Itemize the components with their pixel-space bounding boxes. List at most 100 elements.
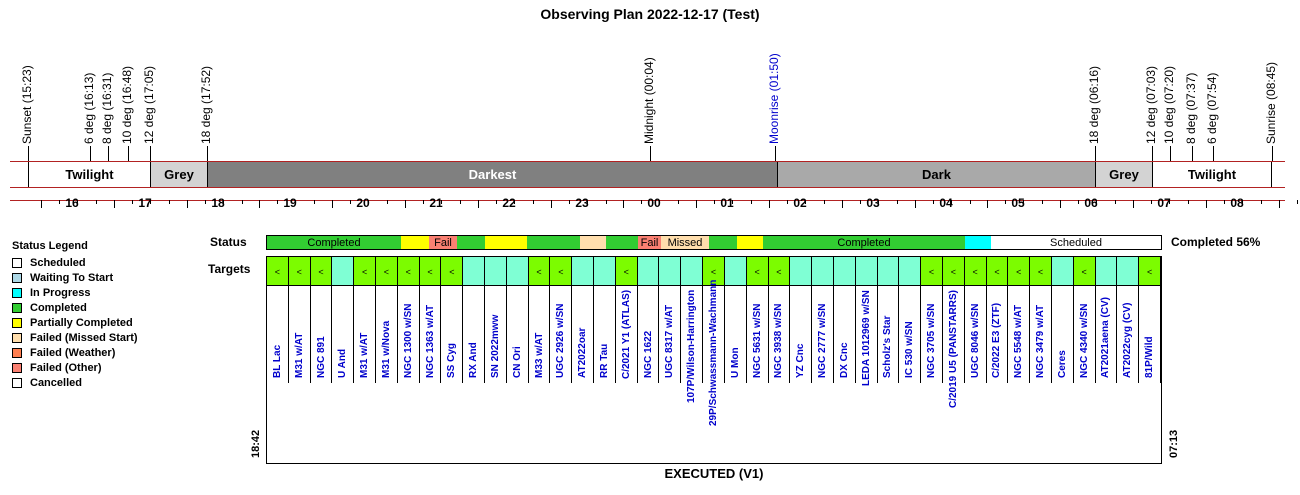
- hour-minor-tick: [205, 200, 206, 204]
- target-status-cell: <: [1008, 257, 1031, 285]
- target-status-cell: [332, 257, 355, 285]
- target-column: [485, 286, 507, 383]
- hour-minor-tick: [933, 200, 934, 204]
- event-label: Midnight (00:04): [642, 57, 656, 144]
- hour-tick: [551, 200, 552, 208]
- target-name[interactable]: AT2022oar: [577, 327, 589, 378]
- target-name[interactable]: BL Lac: [271, 344, 283, 378]
- status-bar: Completed Fail Fail Missed Completed Schedule…: [266, 235, 1162, 250]
- target-status-cell: [463, 257, 486, 285]
- hour-minor-tick: [460, 200, 461, 204]
- target-name[interactable]: CN Ori: [511, 346, 523, 378]
- target-name[interactable]: YZ Cnc: [795, 343, 807, 378]
- target-name[interactable]: U Mon: [729, 347, 741, 378]
- hour-minor-tick: [314, 200, 315, 204]
- target-name[interactable]: NGC 2777 w/SN: [817, 303, 829, 378]
- event-label: Sunset (15:23): [20, 65, 34, 144]
- hour-minor-tick: [678, 200, 679, 204]
- target-name[interactable]: NGC 1363 w/AT: [424, 304, 436, 378]
- target-name[interactable]: C/2019 U5 (PANSTARRS): [947, 290, 959, 408]
- legend-item: Failed (Weather): [12, 347, 115, 359]
- target-column: [681, 286, 704, 383]
- target-column: [354, 286, 377, 383]
- hour-label: 20: [356, 196, 370, 210]
- target-status-cell: <: [746, 257, 769, 285]
- hour-minor-tick: [1297, 200, 1298, 204]
- target-column: [1030, 286, 1052, 383]
- target-name[interactable]: NGC 5548 w/AT: [1013, 304, 1025, 378]
- hour-minor-tick: [496, 200, 497, 204]
- target-name[interactable]: 29P/Schwassmann-Wachmann: [708, 279, 719, 426]
- event-tick: [28, 146, 29, 162]
- target-name[interactable]: NGC 5631 w/SN: [751, 303, 763, 378]
- target-status-cell: [812, 257, 834, 285]
- band-dark: Dark: [777, 162, 1095, 187]
- target-name[interactable]: NGC 3938 w/SN: [773, 303, 785, 378]
- event-label: 10 deg (07:20): [1162, 65, 1176, 144]
- legend-item: Waiting To Start: [12, 272, 113, 284]
- legend-item: In Progress: [12, 287, 91, 299]
- target-name[interactable]: DX Cnc: [838, 342, 850, 378]
- target-name[interactable]: U And: [337, 348, 349, 378]
- target-name[interactable]: NGC 1622: [642, 330, 654, 378]
- target-name[interactable]: NGC 3705 w/SN: [926, 303, 938, 378]
- status-row-label: Status: [210, 235, 247, 249]
- target-name[interactable]: 81P/Wild: [1144, 336, 1156, 378]
- hour-minor-tick: [295, 200, 296, 204]
- band-top-line: [10, 161, 1285, 162]
- target-name[interactable]: NGC 891: [315, 336, 327, 378]
- target-name[interactable]: UGC 8046 w/SN: [969, 303, 981, 378]
- target-name[interactable]: AT2022cyg (CV): [1122, 302, 1134, 378]
- status-segment: [709, 236, 737, 249]
- target-status-cell: [1117, 257, 1140, 285]
- status-segment: Completed: [267, 236, 401, 249]
- legend-swatch: [12, 273, 22, 283]
- target-status-cell: <: [986, 257, 1009, 285]
- target-name[interactable]: M31 w/AT: [359, 332, 371, 378]
- event-tick: [1170, 146, 1171, 162]
- target-name[interactable]: C/2022 E3 (ZTF): [991, 302, 1003, 378]
- hour-label: 07: [1157, 196, 1171, 210]
- target-name[interactable]: AT2021aena (CV): [1100, 297, 1112, 378]
- target-name[interactable]: M33 w/AT: [533, 332, 545, 378]
- event-tick: [775, 146, 776, 162]
- target-name[interactable]: Ceres: [1056, 350, 1068, 378]
- target-name[interactable]: M31 w/AT: [293, 332, 305, 378]
- target-name[interactable]: NGC 1300 w/SN: [402, 303, 414, 378]
- target-name[interactable]: NGC 4340 w/SN: [1078, 303, 1090, 378]
- hour-tick: [41, 200, 42, 208]
- target-name[interactable]: RR Tau: [598, 343, 610, 378]
- legend-swatch: [12, 348, 22, 358]
- hour-tick: [769, 200, 770, 208]
- hour-label: 19: [283, 196, 297, 210]
- hour-minor-tick: [1096, 200, 1097, 204]
- target-status-cell: [724, 257, 747, 285]
- target-name[interactable]: SN 2022mww: [489, 314, 501, 378]
- target-name[interactable]: IC 530 w/SN: [904, 321, 916, 378]
- target-name[interactable]: NGC 3479 w/AT: [1035, 304, 1047, 378]
- target-name[interactable]: RX And: [468, 342, 480, 378]
- target-column: [790, 286, 813, 383]
- legend-label: In Progress: [30, 287, 91, 299]
- target-name[interactable]: 107P/Wilson-Harrington: [686, 289, 698, 403]
- legend-swatch: [12, 288, 22, 298]
- hour-minor-tick: [587, 200, 588, 204]
- target-name[interactable]: M31 w/Nova: [380, 320, 392, 378]
- target-name[interactable]: LEDA 1012969 w/SN: [860, 290, 872, 386]
- target-name[interactable]: C/2021 Y1 (ATLAS): [620, 289, 632, 379]
- target-name[interactable]: Scholz's Star: [882, 315, 894, 378]
- target-column: [289, 286, 311, 383]
- hour-label: 22: [502, 196, 516, 210]
- target-name[interactable]: UGC 2926 w/SN: [555, 303, 567, 378]
- target-status-cell: [637, 257, 660, 285]
- target-status-cell: <: [354, 257, 377, 285]
- target-name[interactable]: UGC 8317 w/AT: [664, 304, 676, 378]
- hour-minor-tick: [132, 200, 133, 204]
- hour-tick: [1060, 200, 1061, 208]
- target-column: [507, 286, 529, 383]
- target-status-cell: [877, 257, 900, 285]
- target-name[interactable]: SS Cyg: [446, 342, 458, 378]
- hour-label: 23: [575, 196, 589, 210]
- target-status-cell: [1095, 257, 1118, 285]
- hour-minor-tick: [96, 200, 97, 204]
